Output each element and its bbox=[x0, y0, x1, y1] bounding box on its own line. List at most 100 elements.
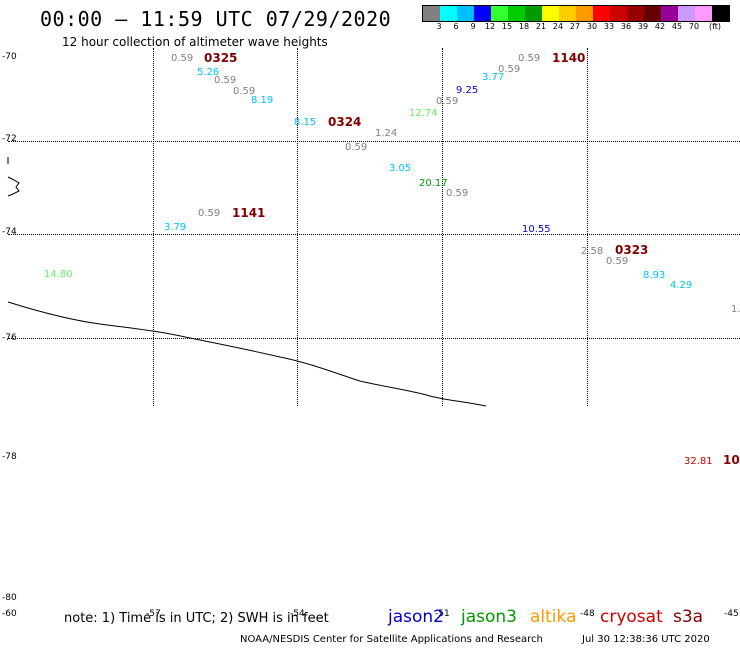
lon-label: -45 bbox=[724, 609, 739, 619]
lat-label: -70 bbox=[2, 52, 17, 62]
color-scale-labels: 3 6 9 12 15 18 21 24 27 30 33 36 39 42 45 70 (ft) bbox=[422, 22, 740, 36]
swh-value: 32.81 bbox=[684, 456, 713, 467]
color-swatch bbox=[559, 6, 576, 21]
legend-cryosat: cryosat bbox=[600, 607, 663, 627]
lat-label: -80 bbox=[2, 593, 17, 603]
color-swatch bbox=[491, 6, 508, 21]
swh-value: 0.59 bbox=[214, 75, 237, 86]
gridline-lat-72 bbox=[8, 141, 740, 142]
color-scale-tick: 24 bbox=[552, 22, 564, 31]
map-title: 00:00 – 11:59 UTC 07/29/2020 bbox=[40, 7, 392, 31]
lat-label: -76 bbox=[2, 333, 17, 343]
color-swatch bbox=[508, 6, 525, 21]
legend-altika: altika bbox=[530, 607, 577, 627]
swh-value: 9.25 bbox=[456, 85, 479, 96]
gridline-lon-48 bbox=[587, 48, 588, 406]
lat-label: -72 bbox=[2, 134, 17, 144]
legend-jason2: jason2 bbox=[388, 607, 444, 627]
lon-label: -51 bbox=[435, 609, 450, 619]
time-label: 0325 bbox=[204, 51, 238, 65]
swh-value: 10.55 bbox=[522, 224, 551, 235]
swh-value: 0.59 bbox=[498, 64, 521, 75]
color-swatch bbox=[440, 6, 457, 21]
swh-value: 0.59 bbox=[446, 188, 469, 199]
gridline-lon-51 bbox=[442, 48, 443, 406]
color-scale-tick: 39 bbox=[637, 22, 649, 31]
swh-value: 0.59 bbox=[171, 53, 194, 64]
swh-value: 12.74 bbox=[409, 108, 438, 119]
color-scale-tick: 18 bbox=[518, 22, 530, 31]
swh-value: 8.15 bbox=[294, 117, 317, 128]
time-label: 10 bbox=[723, 453, 740, 467]
swh-value: 3.05 bbox=[389, 163, 412, 174]
map-subtitle: 12 hour collection of altimeter wave hei… bbox=[62, 35, 328, 49]
swh-value: 0.59 bbox=[518, 53, 541, 64]
swh-value: 0.59 bbox=[606, 256, 629, 267]
color-scale-tick: 27 bbox=[569, 22, 581, 31]
legend-jason3: jason3 bbox=[461, 607, 517, 627]
lat-label: -78 bbox=[2, 452, 17, 462]
gridline-lat-76 bbox=[8, 338, 740, 339]
swh-value: 0.59 bbox=[345, 142, 368, 153]
swh-value: 8.19 bbox=[251, 95, 274, 106]
color-swatch bbox=[593, 6, 610, 21]
gridline-lon-54 bbox=[297, 48, 298, 406]
swh-value: 5.26 bbox=[197, 67, 220, 78]
color-swatch bbox=[474, 6, 491, 21]
time-label: 1140 bbox=[552, 51, 586, 65]
color-scale-tick: 36 bbox=[620, 22, 632, 31]
color-scale-tick: 45 bbox=[671, 22, 683, 31]
footer-note: note: 1) Time is in UTC; 2) SWH is in fe… bbox=[64, 611, 329, 626]
color-swatch bbox=[695, 6, 712, 21]
color-swatch bbox=[661, 6, 678, 21]
color-scale-tick: 15 bbox=[501, 22, 513, 31]
color-scale-tick: 9 bbox=[470, 22, 476, 31]
color-swatch bbox=[678, 6, 695, 21]
color-scale-tick: 33 bbox=[603, 22, 615, 31]
color-scale-tick: 3 bbox=[436, 22, 442, 31]
swh-value: 0.59 bbox=[233, 86, 256, 97]
color-swatch bbox=[627, 6, 644, 21]
swh-value: 1.24 bbox=[375, 128, 398, 139]
time-label: 0324 bbox=[328, 115, 362, 129]
swh-value: 3.79 bbox=[164, 222, 187, 233]
color-swatch bbox=[610, 6, 627, 21]
swh-value: 1. bbox=[731, 304, 740, 315]
color-swatch bbox=[644, 6, 661, 21]
swh-value: 14.80 bbox=[44, 269, 73, 280]
swh-value: 4.29 bbox=[670, 280, 693, 291]
swh-value: 8.93 bbox=[643, 270, 666, 281]
color-scale-tick: 12 bbox=[484, 22, 496, 31]
credit-line: NOAA/NESDIS Center for Satellite Applica… bbox=[240, 634, 543, 645]
time-label: 1141 bbox=[232, 206, 266, 220]
color-scale-tick: 30 bbox=[586, 22, 598, 31]
color-swatch bbox=[542, 6, 559, 21]
color-swatch bbox=[525, 6, 542, 21]
color-swatch bbox=[457, 6, 474, 21]
color-scale-tick: 6 bbox=[453, 22, 459, 31]
lon-label: -54 bbox=[290, 609, 305, 619]
color-swatch bbox=[712, 6, 729, 21]
swh-value: 0.59 bbox=[436, 96, 459, 107]
legend-s3a: s3a bbox=[673, 607, 704, 627]
lon-label: -60 bbox=[2, 609, 17, 619]
color-swatch bbox=[423, 6, 440, 21]
color-scale-tick: 21 bbox=[535, 22, 547, 31]
lat-label: -74 bbox=[2, 227, 17, 237]
time-label: 0323 bbox=[615, 243, 649, 257]
color-scale-tick: (ft) bbox=[708, 22, 722, 31]
gridline-lon-57 bbox=[153, 48, 154, 406]
lon-label: -57 bbox=[146, 609, 161, 619]
swh-value: 2.58 bbox=[581, 246, 604, 257]
gridline-lat-74 bbox=[8, 234, 740, 235]
color-scale-bar bbox=[422, 5, 730, 22]
lon-label: -48 bbox=[580, 609, 595, 619]
swh-value: 3.77 bbox=[482, 72, 505, 83]
color-scale-tick: 42 bbox=[654, 22, 666, 31]
color-scale-tick: 70 bbox=[688, 22, 700, 31]
generated-timestamp: Jul 30 12:38:36 UTC 2020 bbox=[582, 634, 710, 645]
swh-value: 20.17 bbox=[419, 178, 448, 189]
swh-value: 0.59 bbox=[198, 208, 221, 219]
color-swatch bbox=[576, 6, 593, 21]
